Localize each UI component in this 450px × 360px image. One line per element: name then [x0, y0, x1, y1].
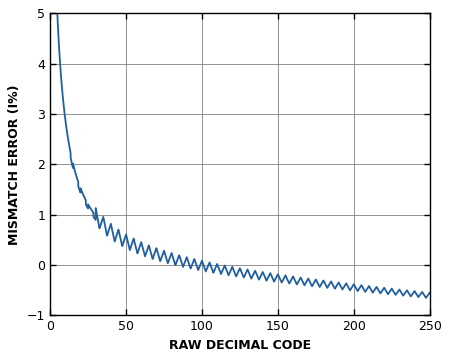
Y-axis label: MISMATCH ERROR (I%): MISMATCH ERROR (I%)	[9, 84, 21, 244]
X-axis label: RAW DECIMAL CODE: RAW DECIMAL CODE	[169, 339, 311, 352]
